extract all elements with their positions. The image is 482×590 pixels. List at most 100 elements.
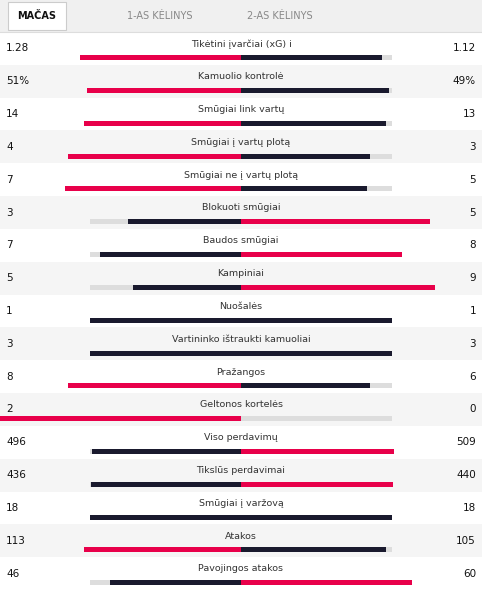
Bar (241, 384, 371, 388)
Bar (241, 581, 412, 585)
Bar (241, 449, 394, 454)
Text: 1-AS KĖLINYS: 1-AS KĖLINYS (127, 11, 193, 21)
Bar (241, 121, 387, 126)
Bar (90, 350, 392, 356)
Bar (241, 55, 382, 60)
Bar (241, 514, 392, 520)
Text: Smūgiai į varžovą: Smūgiai į varžovą (199, 499, 283, 508)
Bar (0, 491, 482, 525)
Bar (0, 98, 482, 130)
Bar (0, 294, 482, 327)
Text: 3: 3 (469, 142, 476, 152)
Bar (90, 186, 392, 191)
Bar (0, 393, 482, 426)
Bar (0, 327, 482, 360)
Bar (80, 55, 241, 60)
Bar (0, 262, 482, 294)
Bar (90, 219, 392, 224)
Bar (90, 548, 392, 552)
Text: Vartininko ištraukti kamuoliai: Vartininko ištraukti kamuoliai (172, 335, 310, 344)
Bar (241, 219, 430, 224)
Text: Blokuoti smūgiai: Blokuoti smūgiai (202, 204, 280, 212)
Text: 509: 509 (456, 437, 476, 447)
Text: 18: 18 (6, 503, 19, 513)
Text: Tikėtini įvarčiai (xG) i: Tikėtini įvarčiai (xG) i (190, 39, 292, 48)
Text: 46: 46 (6, 569, 19, 579)
Bar (0, 229, 482, 262)
Text: 9: 9 (469, 273, 476, 283)
Bar (90, 514, 392, 520)
Text: Tikslūs perdavimai: Tikslūs perdavimai (197, 466, 285, 475)
Bar (0, 360, 482, 393)
Text: Nuošalės: Nuošalės (219, 302, 263, 311)
Bar (0, 426, 482, 458)
Bar (84, 548, 241, 552)
Bar (241, 88, 389, 93)
Text: 2: 2 (6, 405, 13, 414)
Text: 60: 60 (463, 569, 476, 579)
Bar (241, 548, 387, 552)
Text: 4: 4 (6, 142, 13, 152)
Bar (90, 55, 392, 60)
Bar (90, 449, 392, 454)
Bar (90, 285, 392, 290)
Bar (90, 482, 392, 487)
Bar (90, 252, 392, 257)
Text: Atakos: Atakos (225, 532, 257, 540)
Text: Geltonos kortelės: Geltonos kortelės (200, 401, 282, 409)
Text: 14: 14 (6, 109, 19, 119)
Bar (100, 252, 241, 257)
Text: 3: 3 (6, 208, 13, 218)
Text: 18: 18 (463, 503, 476, 513)
Text: 1: 1 (469, 306, 476, 316)
Bar (241, 285, 435, 290)
Text: Viso perdavimų: Viso perdavimų (204, 433, 278, 442)
Text: 2-AS KĖLINYS: 2-AS KĖLINYS (247, 11, 313, 21)
Bar (0, 163, 482, 196)
Text: 1.28: 1.28 (6, 44, 29, 54)
Text: Kampiniai: Kampiniai (217, 269, 265, 278)
Text: Smūgiai link vartų: Smūgiai link vartų (198, 105, 284, 114)
Bar (0, 32, 482, 65)
Text: 13: 13 (463, 109, 476, 119)
Bar (241, 252, 402, 257)
Text: 113: 113 (6, 536, 26, 546)
Text: Kamuolio kontrolė: Kamuolio kontrolė (198, 72, 284, 81)
Text: 1.12: 1.12 (453, 44, 476, 54)
Text: 3: 3 (469, 339, 476, 349)
Text: 8: 8 (469, 240, 476, 250)
Text: 8: 8 (6, 372, 13, 382)
Bar (90, 317, 241, 323)
Bar (90, 153, 392, 159)
Bar (91, 482, 241, 487)
Bar (0, 196, 482, 229)
Text: 496: 496 (6, 437, 26, 447)
Text: 440: 440 (456, 470, 476, 480)
Text: Pavojingos atakos: Pavojingos atakos (199, 565, 283, 573)
Bar (90, 88, 392, 93)
Bar (90, 581, 392, 585)
Bar (90, 384, 392, 388)
Bar (90, 350, 241, 356)
Text: 5: 5 (469, 208, 476, 218)
Text: 5: 5 (469, 175, 476, 185)
Bar (0, 416, 241, 421)
Bar (241, 482, 393, 487)
Bar (110, 581, 241, 585)
Bar (0, 458, 482, 491)
Bar (241, 350, 392, 356)
Bar (68, 384, 241, 388)
Bar (241, 317, 392, 323)
Bar (87, 88, 241, 93)
Bar (133, 285, 241, 290)
Text: Pražangos: Pražangos (216, 368, 266, 376)
Bar (0, 65, 482, 98)
Text: Baudos smūgiai: Baudos smūgiai (203, 236, 279, 245)
Bar (65, 186, 241, 191)
Text: 5: 5 (6, 273, 13, 283)
FancyBboxPatch shape (8, 2, 66, 30)
Text: 0: 0 (469, 405, 476, 414)
Bar (241, 153, 371, 159)
Text: 436: 436 (6, 470, 26, 480)
Bar (0, 130, 482, 163)
